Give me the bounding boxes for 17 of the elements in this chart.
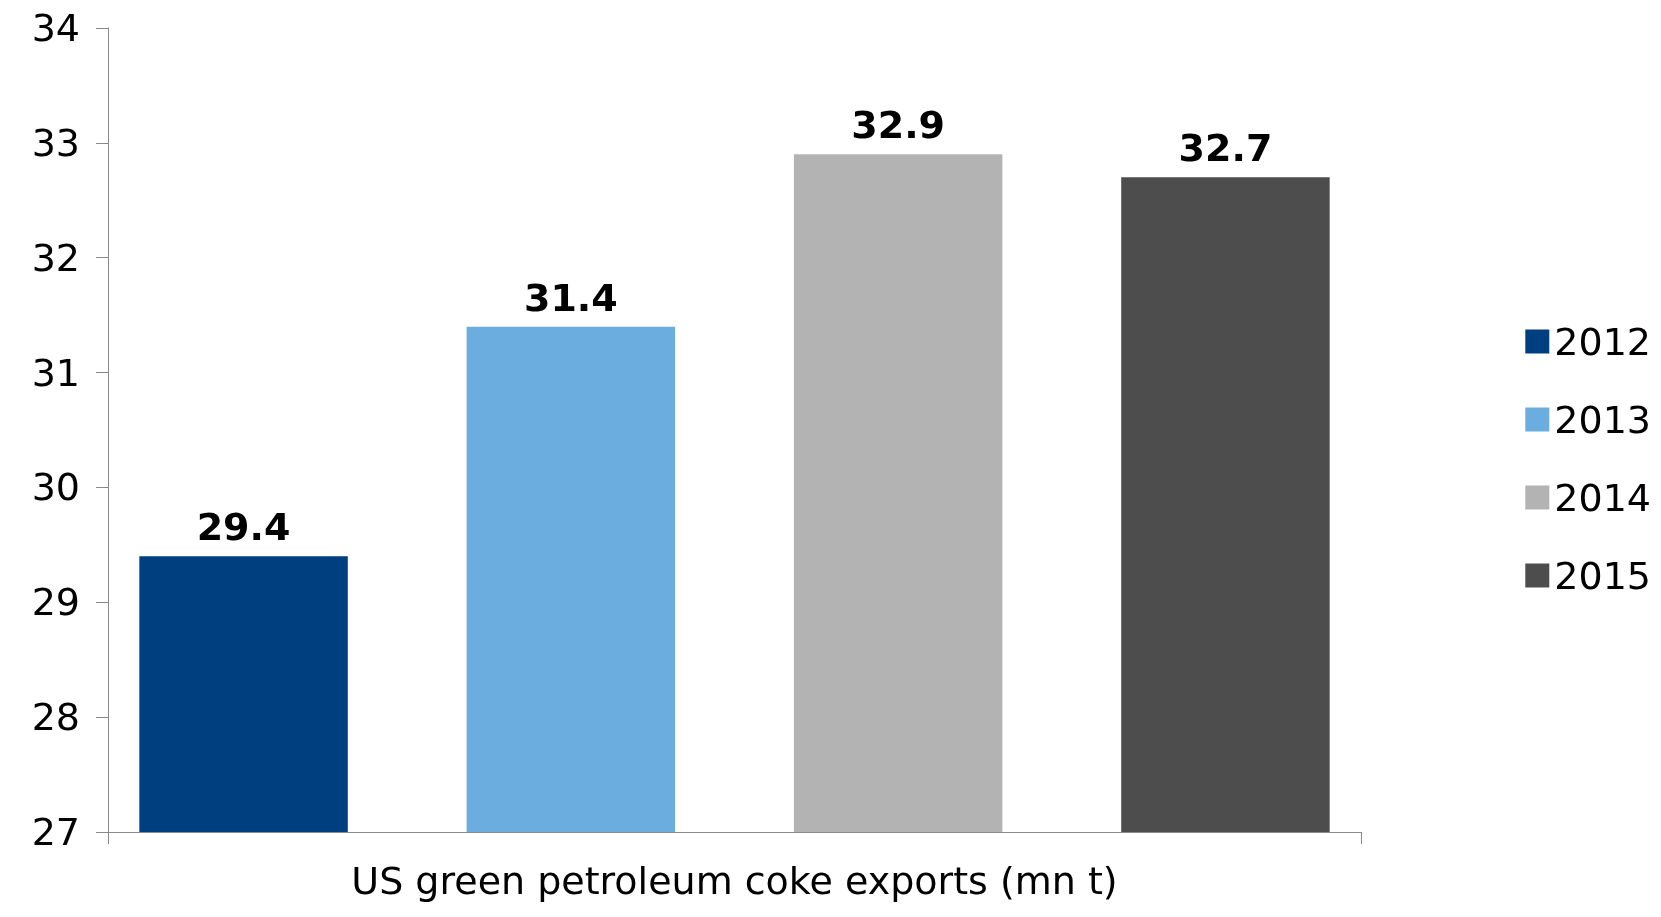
x-tick-label: US green petroleum coke exports (mn t) bbox=[351, 859, 1118, 903]
y-tick-label: 33 bbox=[31, 120, 80, 165]
y-tick-label: 29 bbox=[31, 580, 80, 625]
data-label: 31.4 bbox=[523, 275, 618, 320]
data-label: 32.9 bbox=[851, 103, 946, 148]
y-tick-label: 31 bbox=[31, 350, 80, 395]
legend-label: 2012 bbox=[1554, 319, 1652, 364]
data-label: 32.7 bbox=[1178, 126, 1273, 171]
y-tick-label: 28 bbox=[31, 695, 80, 740]
legend-label: 2015 bbox=[1554, 553, 1652, 598]
legend-label: 2013 bbox=[1554, 397, 1652, 442]
y-tick-label: 30 bbox=[31, 465, 80, 510]
y-tick-label: 34 bbox=[31, 6, 80, 50]
y-tick-label: 32 bbox=[31, 235, 80, 280]
legend-label: 2014 bbox=[1554, 475, 1652, 520]
y-tick-label: 27 bbox=[31, 810, 80, 854]
data-label: 29.4 bbox=[196, 505, 291, 550]
